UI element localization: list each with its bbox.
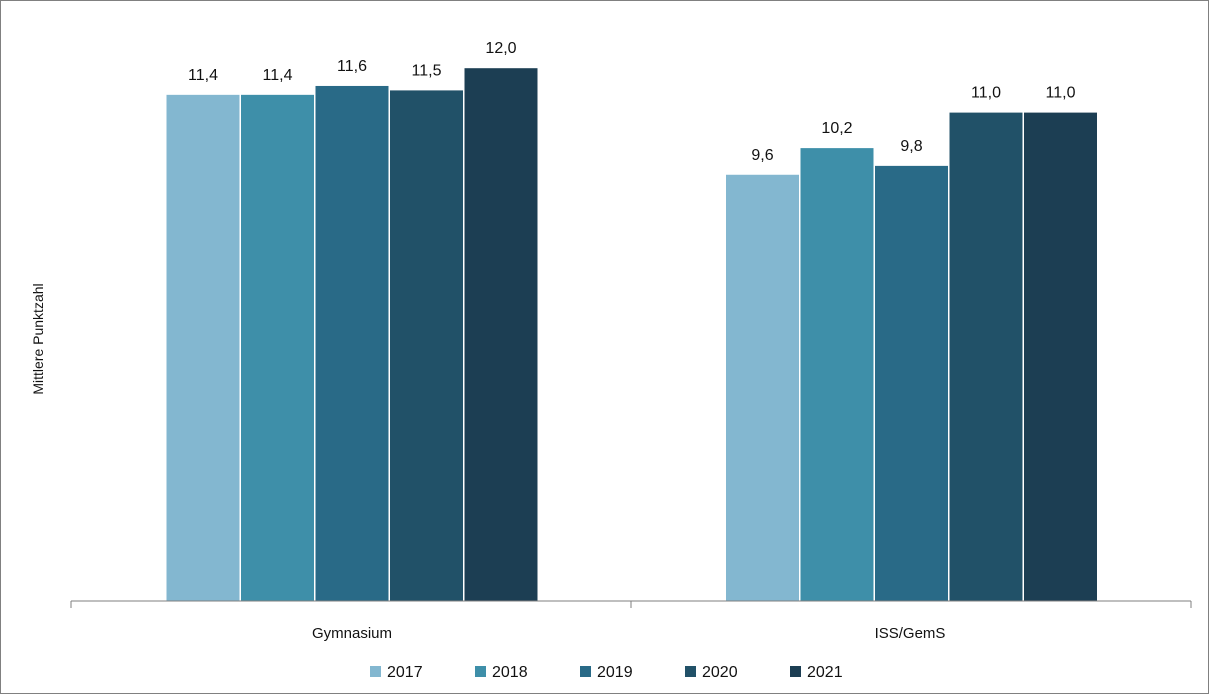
- bar-iss-gems-2021: [1024, 112, 1097, 601]
- legend-label-2020: 2020: [702, 664, 738, 681]
- legend-swatch-2020: [685, 666, 696, 677]
- category-labels-group: Gymnasium ISS/GemS: [312, 625, 945, 642]
- legend-label-2017: 2017: [387, 664, 423, 681]
- value-label-iss-gems-2018: 10,2: [821, 120, 852, 137]
- value-label-gymnasium-2020: 11,5: [412, 62, 442, 79]
- category-label-gymnasium: Gymnasium: [312, 625, 392, 642]
- value-label-gymnasium-2017: 11,4: [188, 67, 218, 84]
- value-label-gymnasium-2019: 11,6: [337, 58, 367, 75]
- bar-iss-gems-2017: [726, 174, 799, 601]
- value-labels-group: 11,4 11,4 11,6 11,5 12,0 9,6 10,2 9,8 11,0 11,0: [188, 40, 1076, 164]
- bar-iss-gems-2018: [800, 148, 874, 601]
- y-axis-title: Mittlere Punktzahl: [30, 283, 46, 394]
- legend-swatch-2018: [475, 666, 486, 677]
- value-label-iss-gems-2021: 11,0: [1046, 85, 1076, 102]
- bar-gymnasium-2017: [166, 94, 240, 601]
- category-label-iss-gems: ISS/GemS: [875, 625, 946, 642]
- legend-swatch-2017: [370, 666, 381, 677]
- value-label-gymnasium-2018: 11,4: [263, 67, 293, 84]
- bar-gymnasium-2020: [390, 90, 463, 602]
- legend-label-2019: 2019: [597, 664, 633, 681]
- value-label-iss-gems-2017: 9,6: [751, 147, 773, 164]
- legend-label-2018: 2018: [492, 664, 528, 681]
- value-label-iss-gems-2020: 11,0: [971, 85, 1001, 102]
- bar-iss-gems-2019: [875, 165, 948, 601]
- legend-swatch-2019: [580, 666, 591, 677]
- legend-label-2021: 2021: [807, 664, 843, 681]
- bar-gymnasium-2021: [464, 68, 538, 601]
- legend: 2017 2018 2019 2020 2021: [370, 664, 843, 681]
- bar-gymnasium-2018: [241, 94, 314, 601]
- value-label-iss-gems-2019: 9,8: [900, 138, 922, 155]
- legend-swatch-2021: [790, 666, 801, 677]
- bars-group: [166, 68, 1097, 602]
- value-label-gymnasium-2021: 12,0: [485, 40, 516, 57]
- bar-gymnasium-2019: [315, 85, 389, 601]
- bar-iss-gems-2020: [949, 112, 1023, 601]
